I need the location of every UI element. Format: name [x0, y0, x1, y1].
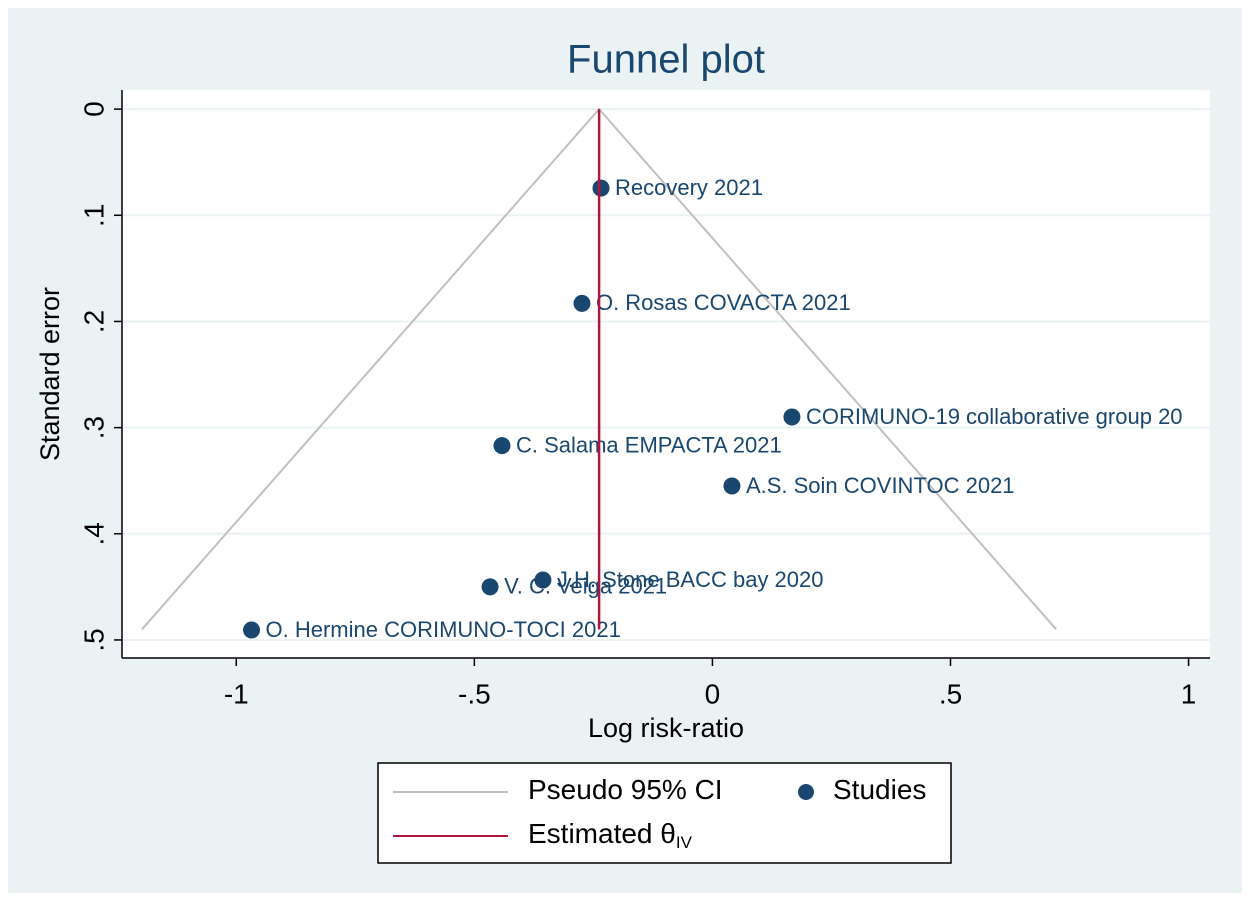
- x-axis-title: Log risk-ratio: [588, 713, 744, 743]
- study-label: J.H. Stone BACC bay 2020: [557, 567, 824, 592]
- study-label: C. Salama EMPACTA 2021: [516, 432, 782, 457]
- y-axis-title: Standard error: [35, 287, 65, 461]
- legend-label-subscript: IV: [676, 833, 693, 852]
- legend-label: Studies: [833, 774, 926, 805]
- study-point: [783, 408, 801, 426]
- legend-label-text: Studies: [833, 774, 926, 805]
- study-point: [481, 578, 499, 596]
- study-label: A.S. Soin COVINTOC 2021: [746, 473, 1015, 498]
- legend-marker: [798, 784, 814, 800]
- legend-label: Pseudo 95% CI: [528, 774, 723, 805]
- legend-label: Estimated θIV: [528, 818, 693, 852]
- study-point: [534, 571, 552, 589]
- study-point: [243, 621, 261, 639]
- y-tick-label: .1: [78, 204, 109, 227]
- x-tick-label: 1: [1181, 678, 1197, 709]
- y-tick-label: 0: [78, 101, 109, 117]
- y-tick-label: .4: [78, 522, 109, 545]
- legend: [377, 762, 952, 864]
- study-label: CORIMUNO-19 collaborative group 20: [806, 404, 1183, 429]
- study-label: O. Rosas COVACTA 2021: [596, 290, 851, 315]
- y-tick-label: .5: [78, 628, 109, 651]
- x-tick-label: .5: [939, 678, 962, 709]
- x-tick-label: -.5: [458, 678, 491, 709]
- study-point: [573, 294, 591, 312]
- x-tick-label: 0: [705, 678, 721, 709]
- study-label: Recovery 2021: [615, 175, 763, 200]
- y-tick-label: .2: [78, 310, 109, 333]
- study-label: O. Hermine CORIMUNO-TOCI 2021: [266, 617, 621, 642]
- series-line: [141, 107, 1057, 630]
- chart-title: Funnel plot: [567, 38, 765, 82]
- study-label: V. C. Veiga 2021: [504, 574, 667, 599]
- study-point: [723, 477, 741, 495]
- legend-label-text: Pseudo 95% CI: [528, 774, 723, 805]
- study-point: [592, 179, 610, 197]
- study-point: [493, 437, 511, 455]
- x-tick-label: -1: [224, 678, 249, 709]
- legend-label-text: Estimated θ: [528, 818, 676, 849]
- y-tick-label: .3: [78, 416, 109, 439]
